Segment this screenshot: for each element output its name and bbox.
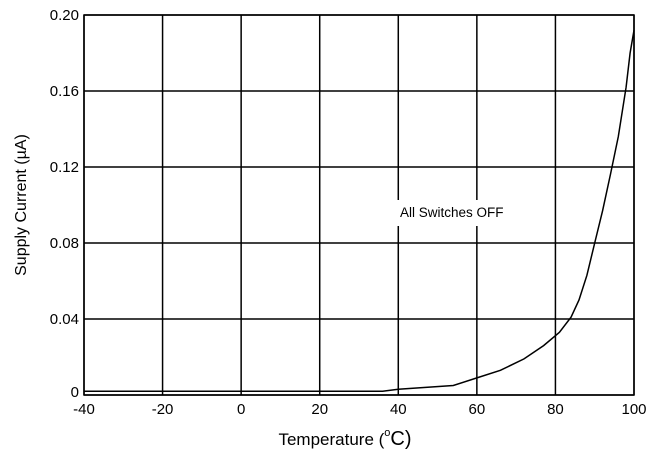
y-tick-label: 0.12 [50,159,79,176]
x-axis-label: Temperature (oC) [278,427,411,450]
x-tick-label: 80 [547,401,564,418]
degree-symbol: o [384,427,390,439]
x-tick-labels: -40 -20 0 20 40 60 80 100 [73,401,646,418]
y-tick-label: 0.16 [50,83,79,100]
y-tick-label: 0 [71,384,79,401]
x-tick-label: 0 [237,401,245,418]
x-tick-label: 20 [311,401,328,418]
x-axis-label-unit: C) [390,428,411,450]
annotation-background [396,200,550,226]
x-axis-label-prefix: Temperature ( [278,430,384,449]
x-tick-label: 40 [390,401,407,418]
series-line [84,30,635,392]
y-tick-label: 0.04 [50,311,79,328]
x-tick-label: -20 [152,401,174,418]
x-tick-label: -40 [73,401,95,418]
y-tick-labels: 0 0.04 0.08 0.12 0.16 0.20 [50,7,79,401]
x-tick-label: 100 [621,401,646,418]
y-axis-label: Supply Current (µA) [13,134,30,276]
annotation-label: All Switches OFF [400,205,504,220]
x-tick-label: 60 [469,401,486,418]
y-tick-label: 0.08 [50,235,79,252]
plot-frame [83,14,635,396]
y-tick-label: 0.20 [50,7,79,24]
